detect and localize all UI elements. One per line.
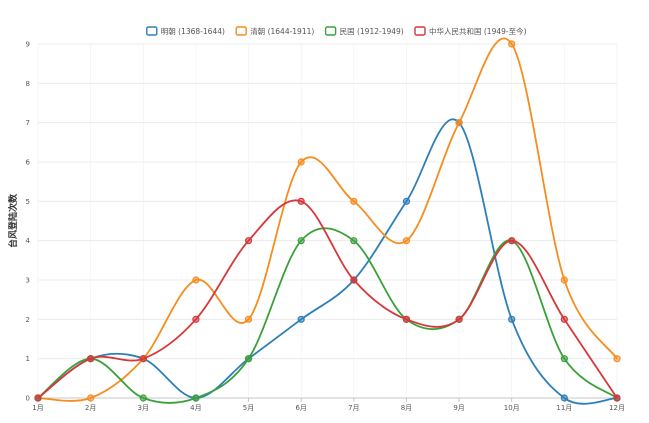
series-line bbox=[37, 37, 618, 402]
series-2 bbox=[34, 37, 621, 402]
data-point bbox=[297, 315, 305, 323]
data-point bbox=[455, 119, 463, 127]
data-point bbox=[613, 394, 621, 402]
x-tick-label: 5月 bbox=[243, 404, 254, 412]
data-point bbox=[192, 315, 200, 323]
x-tick-label: 12月 bbox=[609, 404, 625, 412]
data-point bbox=[402, 315, 411, 323]
x-tick-label: 3月 bbox=[138, 404, 149, 412]
legend-item[interactable]: 民国 (1912-1949) bbox=[324, 26, 404, 36]
x-tick-label: 1月 bbox=[32, 404, 43, 412]
data-point bbox=[34, 394, 42, 402]
data-point bbox=[508, 315, 516, 323]
x-tick-label: 10月 bbox=[504, 404, 520, 412]
series-line bbox=[37, 199, 618, 399]
legend-label: 民国 (1912-1949) bbox=[340, 27, 404, 36]
legend-label: 清朝 (1644-1911) bbox=[250, 26, 314, 36]
legend-swatch bbox=[414, 26, 426, 36]
data-point bbox=[350, 237, 358, 245]
y-tick-label: 8 bbox=[26, 80, 30, 88]
data-point bbox=[297, 158, 305, 166]
data-point bbox=[297, 237, 305, 245]
series-layer bbox=[34, 37, 621, 405]
y-tick-label: 9 bbox=[26, 41, 30, 49]
y-tick-label: 5 bbox=[26, 198, 30, 206]
data-point bbox=[613, 355, 621, 363]
x-tick-label: 2月 bbox=[85, 404, 96, 412]
y-tick-label: 4 bbox=[26, 237, 31, 245]
data-point bbox=[192, 276, 200, 284]
legend-item[interactable]: 中华人民共和国 (1949-至今) bbox=[414, 26, 527, 36]
axes: 0 1 2 3 4 5 6 7 8 9 1月 2月 3月 4月 5月 6月 7月 8月 9月 10月 11月 12月 bbox=[26, 41, 625, 413]
y-tick-label: 2 bbox=[26, 316, 30, 324]
data-point bbox=[402, 237, 411, 245]
x-tick-label: 7月 bbox=[348, 404, 359, 412]
data-point bbox=[87, 394, 95, 402]
data-point bbox=[560, 315, 568, 323]
y-tick-label: 0 bbox=[26, 395, 30, 403]
data-point bbox=[560, 276, 568, 284]
y-tick-label: 1 bbox=[26, 355, 30, 363]
legend-label: 中华人民共和国 (1949-至今) bbox=[429, 26, 527, 36]
grid bbox=[37, 43, 618, 399]
data-point bbox=[244, 315, 253, 323]
x-tick-label: 8月 bbox=[401, 404, 412, 412]
legend-item[interactable]: 明朝 (1368-1644) bbox=[146, 26, 225, 36]
data-point bbox=[244, 355, 253, 363]
legend-label: 明朝 (1368-1644) bbox=[161, 27, 225, 36]
data-point bbox=[508, 40, 516, 48]
legend-swatch bbox=[324, 26, 337, 36]
legend[interactable]: 明朝 (1368-1644) 清朝 (1644-1911) 民国 (1912-194… bbox=[146, 26, 527, 36]
series-4 bbox=[34, 197, 621, 402]
y-axis-title: 台风登陆次数 bbox=[7, 193, 19, 248]
y-tick-label: 3 bbox=[26, 277, 30, 285]
data-point bbox=[402, 197, 411, 205]
x-tick-label: 11月 bbox=[556, 404, 572, 412]
data-point bbox=[139, 355, 147, 363]
data-point bbox=[350, 276, 358, 284]
data-point bbox=[87, 355, 95, 363]
data-point bbox=[139, 394, 147, 402]
x-tick-label: 6月 bbox=[295, 404, 306, 412]
data-point bbox=[244, 237, 253, 245]
data-point bbox=[350, 197, 358, 205]
legend-item[interactable]: 清朝 (1644-1911) bbox=[235, 26, 314, 36]
data-point bbox=[560, 394, 568, 402]
legend-swatch bbox=[235, 26, 247, 36]
y-tick-label: 7 bbox=[26, 119, 30, 127]
data-point bbox=[192, 394, 200, 402]
x-tick-label: 4月 bbox=[190, 404, 201, 412]
x-tick-label: 9月 bbox=[453, 404, 464, 412]
data-point bbox=[297, 197, 305, 205]
series-3 bbox=[34, 227, 621, 404]
data-point bbox=[508, 237, 516, 245]
data-point bbox=[560, 355, 568, 363]
legend-swatch bbox=[146, 26, 158, 36]
data-point bbox=[455, 315, 463, 323]
y-tick-label: 6 bbox=[26, 159, 31, 167]
